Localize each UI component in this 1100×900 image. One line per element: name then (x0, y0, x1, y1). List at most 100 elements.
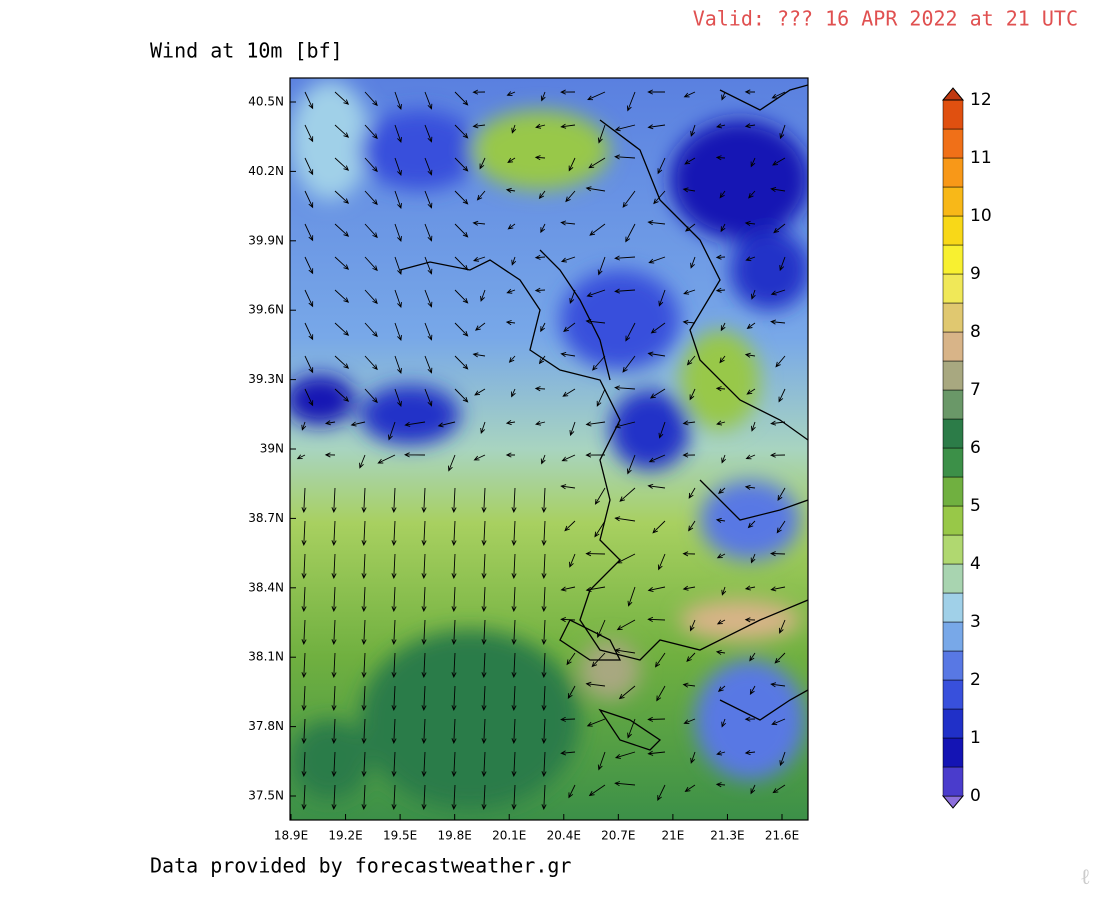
wind-arrow (597, 256, 606, 276)
wind-arrow (511, 487, 517, 514)
colorbar-band (942, 186, 964, 217)
wind-arrow (614, 288, 636, 294)
wind-arrow (569, 421, 576, 437)
wind-arrow (684, 784, 696, 792)
lon-label: 19.5E (383, 829, 417, 843)
wind-arrow (682, 452, 696, 458)
wind-arrow (479, 157, 486, 170)
wind-arrow (614, 516, 636, 522)
wind-arrow (540, 454, 546, 465)
wind-arrow (597, 124, 606, 144)
wind-arrow (771, 91, 786, 99)
wind-arrow (331, 586, 337, 613)
wind-arrow (715, 254, 726, 260)
wind-arrow (683, 289, 696, 295)
wind-arrow (716, 553, 726, 559)
wind-arrow (690, 751, 696, 764)
wind-arrow (331, 718, 337, 745)
wind-arrow (301, 619, 307, 646)
wind-arrow (560, 352, 576, 358)
lat-label: 40.2N (248, 164, 284, 178)
wind-arrow (658, 421, 666, 439)
wind-arrow (560, 484, 576, 490)
colorbar-band (942, 360, 964, 391)
wind-arrow (561, 454, 576, 462)
wind-arrow (597, 619, 606, 639)
axes: 40.5N 40.2N 39.9N 39.6N 39.3N 39N 38.7N 38.4N 38… (248, 95, 799, 843)
wind-arrow (744, 89, 756, 95)
wind-arrow (304, 256, 314, 275)
colorbar-band (942, 389, 964, 420)
wind-arrow (472, 89, 486, 95)
wind-arrow (715, 782, 726, 788)
wind-arrow (421, 487, 427, 514)
wind-arrow (404, 421, 426, 427)
wind-arrow (744, 617, 756, 623)
wind-arrow (454, 124, 469, 139)
lon-label: 20.4E (547, 829, 581, 843)
colorbar-label: 6 (970, 438, 981, 458)
wind-arrow (770, 551, 786, 557)
wind-arrow (331, 652, 337, 679)
wind-arrow (391, 718, 397, 745)
wind-arrow (569, 553, 576, 568)
wind-arrow (773, 223, 786, 234)
wind-arrow (421, 586, 427, 613)
wind-arrow (301, 652, 307, 679)
watermark: ℓ (1080, 865, 1091, 890)
wind-arrow (647, 483, 666, 489)
wind-arrow (334, 91, 350, 105)
wind-arrow (454, 355, 469, 370)
wind-arrow (770, 420, 786, 426)
wind-arrow (585, 681, 606, 687)
wind-arrow (586, 289, 606, 298)
colorbar-band (942, 708, 964, 739)
wind-arrow (744, 484, 756, 490)
colorbar-band (942, 99, 964, 130)
colorbar-end (941, 87, 965, 101)
wind-arrow (715, 287, 726, 293)
wind-arrow (304, 355, 314, 374)
wind-arrow (586, 718, 606, 727)
wind-arrow (511, 685, 517, 712)
wind-arrow (454, 223, 469, 238)
wind-arrow (565, 190, 576, 203)
credit: Data provided by forecastweather.gr (150, 854, 571, 878)
wind-arrow (647, 586, 666, 593)
wind-arrow (361, 718, 367, 745)
wind-arrow (562, 388, 576, 397)
wind-arrow (747, 520, 756, 529)
wind-arrow (394, 124, 402, 143)
wind-arrow (627, 454, 636, 475)
wind-arrow (688, 487, 696, 499)
wind-arrow (451, 718, 457, 745)
lon-label: 21E (661, 829, 684, 843)
wind-arrow (451, 685, 457, 712)
wind-arrow (454, 256, 469, 271)
wind-arrow (304, 124, 314, 143)
wind-arrow (715, 386, 726, 392)
wind-arrow (690, 124, 696, 137)
wind-arrow (682, 420, 696, 426)
wind-arrow (626, 91, 636, 112)
wind-arrow (421, 652, 427, 679)
wind-arrow (616, 553, 636, 564)
wind-arrow (421, 718, 427, 745)
wind-arrow (473, 454, 486, 461)
wind-arrow (614, 255, 636, 261)
wind-arrow (653, 190, 666, 205)
wind-arrow (720, 322, 726, 332)
wind-arrow (301, 487, 307, 514)
wind-arrow (331, 520, 337, 547)
wind-arrow (770, 319, 786, 325)
wind-arrow (585, 586, 606, 592)
lon-label: 21.6E (765, 829, 799, 843)
wind-arrow (394, 289, 402, 308)
wind-arrow (364, 256, 378, 272)
wind-arrow (750, 784, 756, 795)
colorbar-band (942, 447, 964, 478)
wind-arrow (689, 388, 696, 401)
wind-arrow (560, 256, 576, 263)
wind-arrow (424, 322, 433, 341)
